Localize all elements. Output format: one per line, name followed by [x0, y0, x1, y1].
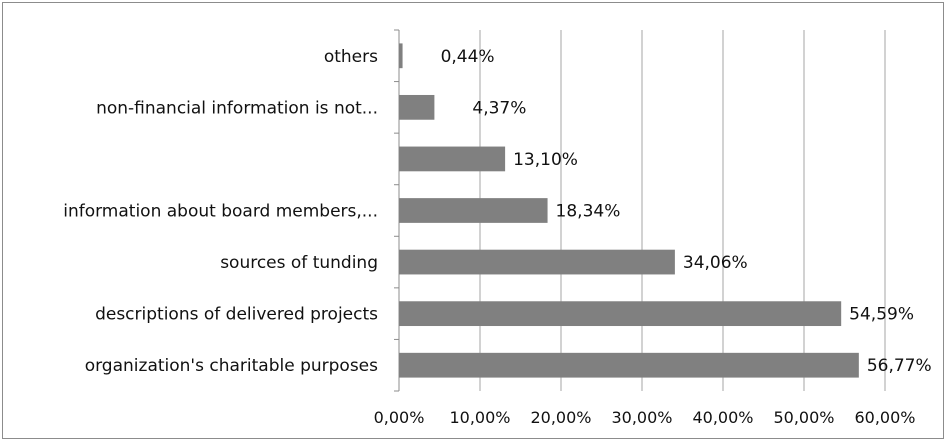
category-label: sources of tunding: [220, 253, 378, 273]
category-labels: others non-financial information is not..…: [63, 47, 378, 376]
data-label: 13,10%: [513, 150, 578, 170]
x-tick-label: 0,00%: [374, 408, 425, 427]
bar: [399, 146, 506, 172]
data-label: 18,34%: [556, 202, 621, 222]
category-label: organization's charitable purposes: [85, 356, 378, 376]
data-label: 0,44%: [441, 47, 495, 67]
x-tick-label: 60,00%: [854, 408, 915, 427]
category-label: non-financial information is not...: [96, 98, 378, 118]
x-tick-label: 10,00%: [449, 408, 510, 427]
bar: [399, 43, 403, 69]
grid-lines: [394, 29, 886, 392]
category-label: others: [324, 47, 378, 67]
x-tick-label: 30,00%: [611, 408, 672, 427]
bar: [399, 94, 435, 120]
data-label: 56,77%: [867, 356, 932, 376]
value-labels: 0,44% 4,37% 13,10% 18,34% 34,06% 54,59% 56,77%: [441, 47, 932, 376]
data-label: 4,37%: [472, 98, 526, 118]
x-axis-ticks: 0,00% 10,00% 20,00% 30,00% 40,00% 50,00% 60,00…: [374, 408, 916, 427]
category-label: information about board members,...: [63, 202, 378, 222]
x-tick-label: 50,00%: [773, 408, 834, 427]
bars: [399, 43, 859, 378]
x-tick-label: 40,00%: [692, 408, 753, 427]
bar: [399, 249, 675, 275]
bar: [399, 198, 548, 223]
data-label: 34,06%: [683, 253, 748, 273]
bar: [399, 352, 859, 378]
bar: [399, 301, 842, 327]
data-label: 54,59%: [849, 305, 914, 325]
x-tick-label: 20,00%: [530, 408, 591, 427]
category-label: descriptions of delivered projects: [95, 305, 378, 325]
